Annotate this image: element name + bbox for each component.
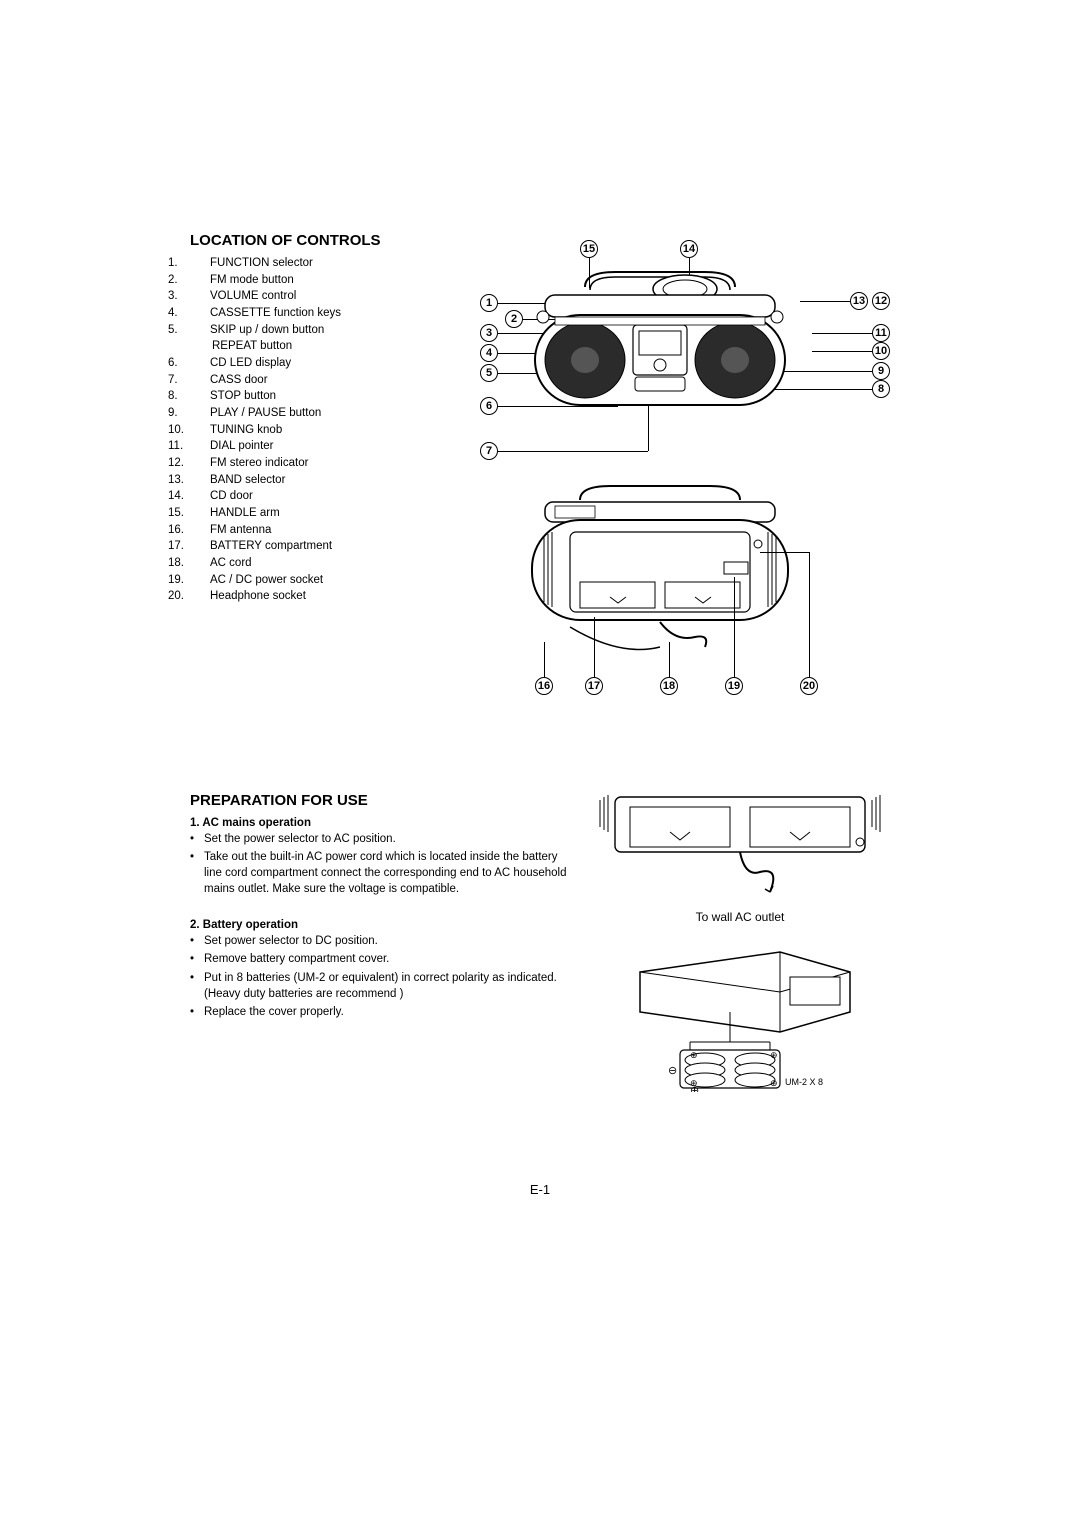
list-item: 14.CD door (190, 488, 460, 505)
callout-6: 6 (480, 397, 498, 415)
callout-20: 20 (800, 677, 818, 695)
svg-text:⊖: ⊖ (668, 1065, 677, 1077)
list-item: Take out the built-in AC power cord whic… (190, 849, 570, 897)
list-item: Set the power selector to AC position. (190, 831, 570, 847)
list-item: REPEAT button (190, 338, 460, 355)
list-item: Set power selector to DC position. (190, 933, 570, 949)
list-item: 1.FUNCTION selector (190, 255, 460, 272)
list-item: 7.CASS door (190, 372, 460, 389)
list-item: 5.SKIP up / down button (190, 322, 460, 339)
callout-5: 5 (480, 364, 498, 382)
callout-11: 11 (872, 324, 890, 342)
sub2-heading: 2. Battery operation (190, 919, 570, 931)
section2-title: PREPARATION FOR USE (190, 792, 570, 809)
list-item: 11.DIAL pointer (190, 438, 460, 455)
svg-text:⊕: ⊕ (690, 1085, 699, 1092)
list-item: Put in 8 batteries (UM-2 or equivalent) … (190, 970, 570, 1002)
svg-text:⊕: ⊕ (770, 1050, 778, 1060)
list-item: 6.CD LED display (190, 355, 460, 372)
callout-16: 16 (535, 677, 553, 695)
boombox-front-icon (515, 267, 855, 467)
figure-battery: ⊕ ⊕ ⊕ ⊕ ⊖ ⊕ UM-2 X 8 (590, 942, 890, 1112)
list-item: 8.STOP button (190, 388, 460, 405)
callout-4: 4 (480, 344, 498, 362)
figure-front-view: 1 2 3 4 5 6 7 15 14 13 12 11 10 9 8 (480, 232, 890, 462)
callout-7: 7 (480, 442, 498, 460)
list-item: 15.HANDLE arm (190, 505, 460, 522)
svg-text:⊕: ⊕ (690, 1050, 698, 1060)
callout-10: 10 (872, 342, 890, 360)
sub1-bullets: Set the power selector to AC position. T… (190, 831, 570, 897)
callout-17: 17 (585, 677, 603, 695)
sub1-heading: 1. AC mains operation (190, 817, 570, 829)
list-item: 12.FM stereo indicator (190, 455, 460, 472)
ac-panel-label: To wall AC outlet (590, 910, 890, 924)
list-item: 10.TUNING knob (190, 422, 460, 439)
list-item: 3.VOLUME control (190, 288, 460, 305)
battery-label: UM-2 X 8 (785, 1077, 823, 1087)
section1-title: LOCATION OF CONTROLS (190, 232, 460, 249)
page-number: E-1 (190, 1182, 890, 1197)
list-item: Remove battery compartment cover. (190, 951, 570, 967)
callout-12: 12 (872, 292, 890, 310)
list-item: 9.PLAY / PAUSE button (190, 405, 460, 422)
svg-text:⊕: ⊕ (770, 1078, 778, 1088)
callout-14: 14 (680, 240, 698, 258)
figure-back-view: 16 17 18 19 20 (480, 482, 890, 712)
list-item: 16.FM antenna (190, 522, 460, 539)
list-item: 2.FM mode button (190, 272, 460, 289)
sub2-bullets: Set power selector to DC position. Remov… (190, 933, 570, 1019)
list-item: 13.BAND selector (190, 472, 460, 489)
callout-8: 8 (872, 380, 890, 398)
list-item: 4.CASSETTE function keys (190, 305, 460, 322)
battery-icon: ⊕ ⊕ ⊕ ⊕ ⊖ ⊕ (630, 942, 860, 1092)
list-item: 17.BATTERY compartment (190, 538, 460, 555)
list-item: 19.AC / DC power socket (190, 572, 460, 589)
controls-list: 1.FUNCTION selector 2.FM mode button 3.V… (190, 255, 460, 605)
ac-panel-icon (590, 792, 890, 902)
list-item: 20.Headphone socket (190, 588, 460, 605)
callout-15: 15 (580, 240, 598, 258)
callout-18: 18 (660, 677, 678, 695)
callout-3: 3 (480, 324, 498, 342)
list-item: Replace the cover properly. (190, 1004, 570, 1020)
boombox-back-icon (510, 482, 850, 672)
callout-1: 1 (480, 294, 498, 312)
list-item: 18.AC cord (190, 555, 460, 572)
figure-ac-panel: To wall AC outlet (590, 792, 890, 922)
callout-9: 9 (872, 362, 890, 380)
callout-19: 19 (725, 677, 743, 695)
